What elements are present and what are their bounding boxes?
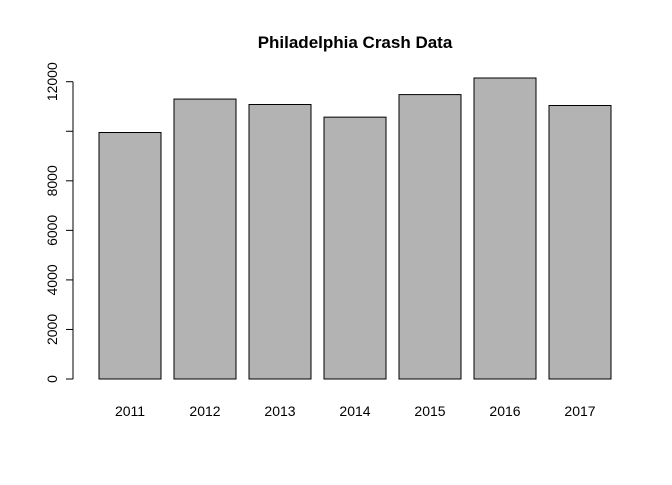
bar-2012 [173,98,237,380]
y-axis: 0 2000 4000 6000 8000 12000 [44,62,74,383]
x-tick-label-2015: 2015 [414,403,445,419]
y-tick-label-2000: 2000 [44,314,60,345]
bar-2016 [473,77,537,380]
x-tick-label-2014: 2014 [339,403,370,419]
bars-group [98,77,612,380]
x-tick-label-2011: 2011 [115,403,145,419]
bar-2013 [248,104,312,380]
x-axis-labels: 2011 2012 2013 2014 2015 2016 2017 [115,403,596,419]
bar-2014 [323,116,387,380]
x-tick-label-2017: 2017 [564,403,595,419]
y-tick-label-12000: 12000 [44,62,60,101]
y-tick-label-6000: 6000 [44,215,60,246]
bar-2011 [98,132,162,380]
x-tick-label-2013: 2013 [264,403,295,419]
y-tick-label-0: 0 [44,375,60,383]
y-tick-label-4000: 4000 [44,264,60,295]
x-tick-label-2016: 2016 [489,403,520,419]
bar-2017 [548,104,612,380]
x-tick-label-2012: 2012 [189,403,220,419]
bar-2015 [398,94,462,380]
y-tick-label-8000: 8000 [44,165,60,196]
chart-title: Philadelphia Crash Data [258,33,453,52]
